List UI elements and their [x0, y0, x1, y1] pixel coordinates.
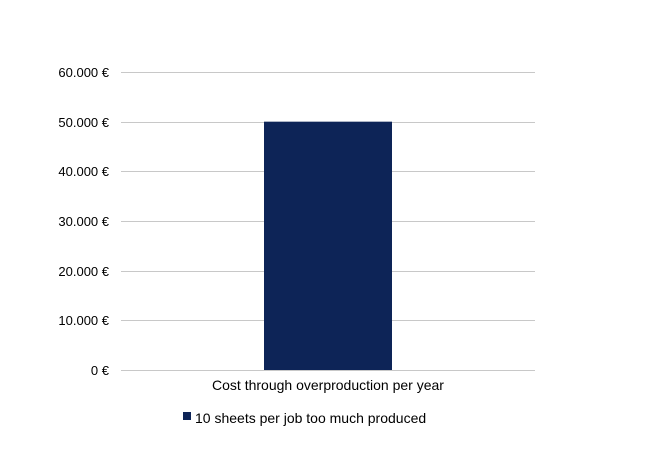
- y-tick-label: 40.000 €: [58, 164, 109, 179]
- y-tick-label: 10.000 €: [58, 313, 109, 328]
- y-axis-tick-labels: 0 € 10.000 € 20.000 € 30.000 € 40.000 € 50.00…: [58, 65, 109, 378]
- legend-label: 10 sheets per job too much produced: [195, 410, 426, 426]
- x-category-label: Cost through overproduction per year: [212, 377, 444, 393]
- y-tick-label: 50.000 €: [58, 115, 109, 130]
- legend-swatch: [183, 412, 191, 420]
- x-axis-category-labels: Cost through overproduction per year: [212, 377, 444, 393]
- y-tick-label: 60.000 €: [58, 65, 109, 80]
- y-tick-label: 30.000 €: [58, 214, 109, 229]
- bar: [264, 121, 392, 371]
- y-tick-label: 20.000 €: [58, 264, 109, 279]
- bars: [264, 121, 392, 371]
- y-tick-label: 0 €: [91, 363, 110, 378]
- legend: 10 sheets per job too much produced: [183, 410, 426, 426]
